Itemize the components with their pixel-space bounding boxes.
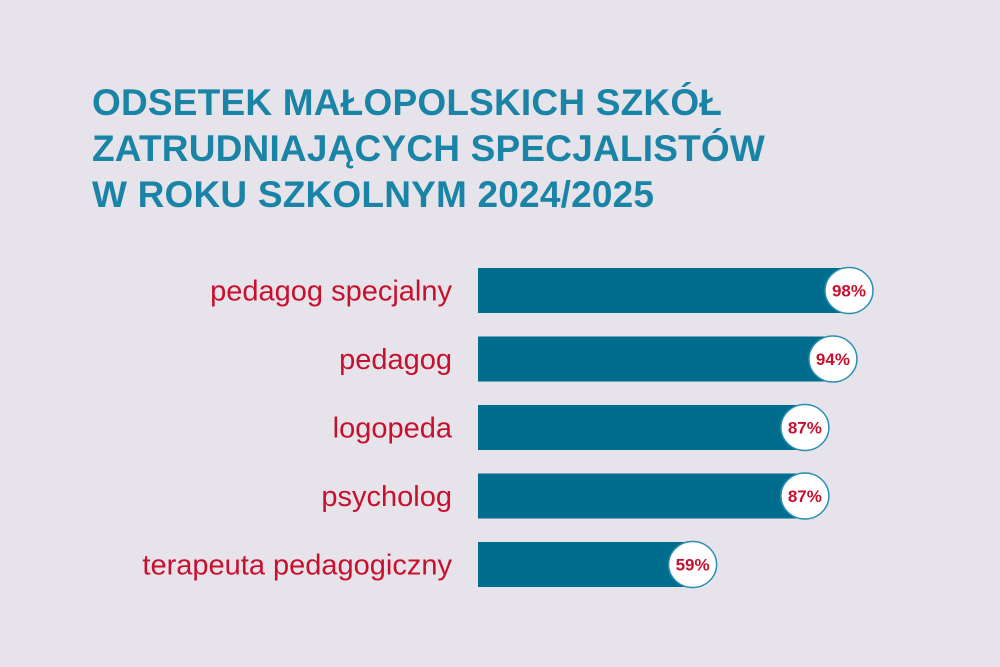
value-badge-5 bbox=[667, 540, 718, 589]
value-label-5: 59% bbox=[676, 556, 710, 575]
bar-4 bbox=[478, 473, 805, 519]
category-label-4: psycholog bbox=[321, 481, 452, 513]
bar-1 bbox=[478, 268, 849, 313]
category-label-3: logopeda bbox=[333, 413, 453, 445]
value-label-1: 98% bbox=[832, 282, 866, 301]
value-label-2: 94% bbox=[816, 350, 850, 369]
value-label-4: 87% bbox=[788, 487, 822, 506]
chart-title-line-3: W ROKU SZKOLNYM 2024/2025 bbox=[92, 174, 655, 215]
bar-5 bbox=[478, 542, 693, 587]
chart-title: ODSETEK MAŁOPOLSKICH SZKÓŁ ZATRUDNIAJĄCY… bbox=[92, 80, 892, 218]
bar-3 bbox=[478, 405, 805, 450]
chart-title-line-1: ODSETEK MAŁOPOLSKICH SZKÓŁ bbox=[92, 82, 723, 123]
category-label-1: pedagog specjalny bbox=[210, 276, 452, 308]
value-badge-1 bbox=[824, 266, 874, 315]
value-badge-3 bbox=[780, 403, 830, 452]
value-badge-2 bbox=[808, 335, 858, 383]
category-label-5: terapeuta pedagogiczny bbox=[142, 550, 452, 582]
chart-title-line-2: ZATRUDNIAJĄCYCH SPECJALISTÓW bbox=[92, 128, 765, 169]
bar-2 bbox=[478, 336, 833, 382]
value-label-3: 87% bbox=[788, 419, 822, 438]
value-badge-4 bbox=[780, 472, 830, 520]
category-label-2: pedagog bbox=[339, 344, 452, 376]
